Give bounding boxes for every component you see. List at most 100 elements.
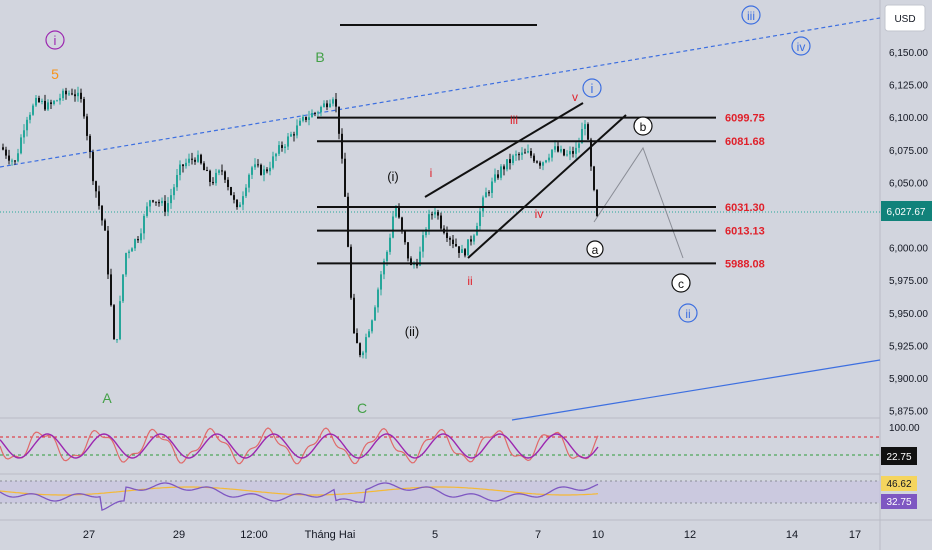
- price-tick: 5,925.00: [889, 341, 928, 352]
- stoch-value: 22.75: [886, 452, 911, 463]
- candle-body: [548, 157, 550, 161]
- candle-body: [260, 164, 262, 175]
- stochastic-panel[interactable]: [0, 427, 880, 465]
- candle-body: [317, 112, 319, 114]
- candle-body: [497, 174, 499, 178]
- candle-body: [179, 164, 181, 176]
- candle-body: [173, 187, 175, 196]
- upper-trendline-dashed[interactable]: [0, 17, 881, 168]
- candle-body: [356, 333, 358, 344]
- candle-body: [509, 159, 511, 164]
- candle-body: [26, 119, 28, 131]
- candle-body: [47, 102, 49, 110]
- candle-body: [56, 100, 58, 102]
- candle-body: [353, 297, 355, 334]
- lower-trendline[interactable]: [511, 359, 881, 421]
- candle-body: [119, 301, 121, 340]
- candle-body: [305, 116, 307, 120]
- rsi-panel[interactable]: [0, 480, 880, 512]
- time-tick: 29: [173, 529, 185, 541]
- candle-body: [422, 235, 424, 252]
- candle-body: [101, 205, 103, 221]
- candle-body: [281, 145, 283, 148]
- candle-body: [185, 162, 187, 167]
- wave-a-circle: [586, 240, 604, 258]
- candle-body: [314, 112, 316, 114]
- candle-body: [344, 158, 346, 197]
- candle-body: [518, 154, 520, 156]
- wave-a: a: [592, 243, 599, 257]
- candle-body: [50, 102, 52, 105]
- candle-body: [413, 264, 415, 266]
- candle-body: [308, 117, 310, 120]
- candle-body: [131, 248, 133, 252]
- candle-body: [401, 217, 403, 231]
- time-tick: 5: [432, 529, 438, 541]
- wedge-lower-line[interactable]: [467, 114, 627, 259]
- candle-body: [35, 97, 37, 106]
- candle-body: [362, 352, 364, 356]
- candle-body: [98, 191, 100, 206]
- candle-body: [434, 212, 436, 215]
- currency-button[interactable]: [884, 4, 926, 32]
- candle-body: [8, 155, 10, 161]
- candle-body: [563, 149, 565, 156]
- candle-body: [128, 251, 130, 254]
- time-tick: 27: [83, 529, 95, 541]
- candle-body: [428, 214, 430, 230]
- candle-body: [86, 116, 88, 136]
- candle-body: [320, 106, 322, 113]
- candle-body: [83, 99, 85, 117]
- time-axis[interactable]: 27 29 12:00 Tháng Hai 5 7 10 12 14 17: [83, 529, 861, 541]
- projection-path: [593, 146, 684, 259]
- candle-body: [212, 181, 214, 184]
- price-tick: 6,100.00: [889, 113, 928, 124]
- candle-body: [380, 274, 382, 290]
- wave-c-circle: [671, 273, 691, 293]
- wave-red-i: i: [430, 166, 433, 180]
- wedge-upper-line[interactable]: [424, 102, 584, 198]
- candle-body: [263, 169, 265, 175]
- candle-body: [77, 92, 79, 97]
- price-axis[interactable]: USD 6,150.00 6,125.00 6,100.00 6,075.00 6,05…: [881, 4, 932, 509]
- candle-body: [347, 196, 349, 247]
- candle-body: [554, 146, 556, 150]
- candle-body: [329, 103, 331, 108]
- candle-body: [461, 249, 463, 253]
- candle-body: [5, 149, 7, 156]
- candle-body: [62, 90, 64, 99]
- price-tick: 6,125.00: [889, 81, 928, 92]
- levels: 6099.75 6081.68 6031.30 6013.13 5988.08: [317, 113, 765, 270]
- candle-body: [407, 242, 409, 259]
- candle-body: [578, 143, 580, 148]
- price-tick: 6,150.00: [889, 48, 928, 59]
- candle-body: [140, 233, 142, 241]
- candle-body: [245, 187, 247, 197]
- candle-body: [488, 192, 490, 194]
- candle-body: [350, 246, 352, 298]
- candle-body: [419, 251, 421, 266]
- wave-ii-blue: ii: [685, 307, 690, 321]
- candle-body: [545, 160, 547, 163]
- candle-body: [485, 192, 487, 198]
- candle-body: [104, 220, 106, 231]
- candle-body: [503, 166, 505, 170]
- candle-body: [197, 154, 199, 162]
- candle-body: [53, 100, 55, 105]
- candle-body: [275, 153, 277, 157]
- level-label: 6081.68: [725, 136, 765, 148]
- candle-body: [425, 229, 427, 236]
- candle-body: [2, 147, 4, 150]
- candle-body: [215, 172, 217, 184]
- candle-body: [158, 201, 160, 204]
- candle-body: [482, 197, 484, 212]
- candle-body: [515, 154, 517, 156]
- candle-body: [218, 170, 220, 173]
- candle-body: [290, 134, 292, 137]
- level-label: 6099.75: [725, 113, 765, 125]
- current-price-value: 6,027.67: [887, 207, 926, 218]
- candle-body: [14, 160, 16, 162]
- level-label: 6013.13: [725, 226, 765, 238]
- wave-iv-blue: iv: [797, 40, 806, 54]
